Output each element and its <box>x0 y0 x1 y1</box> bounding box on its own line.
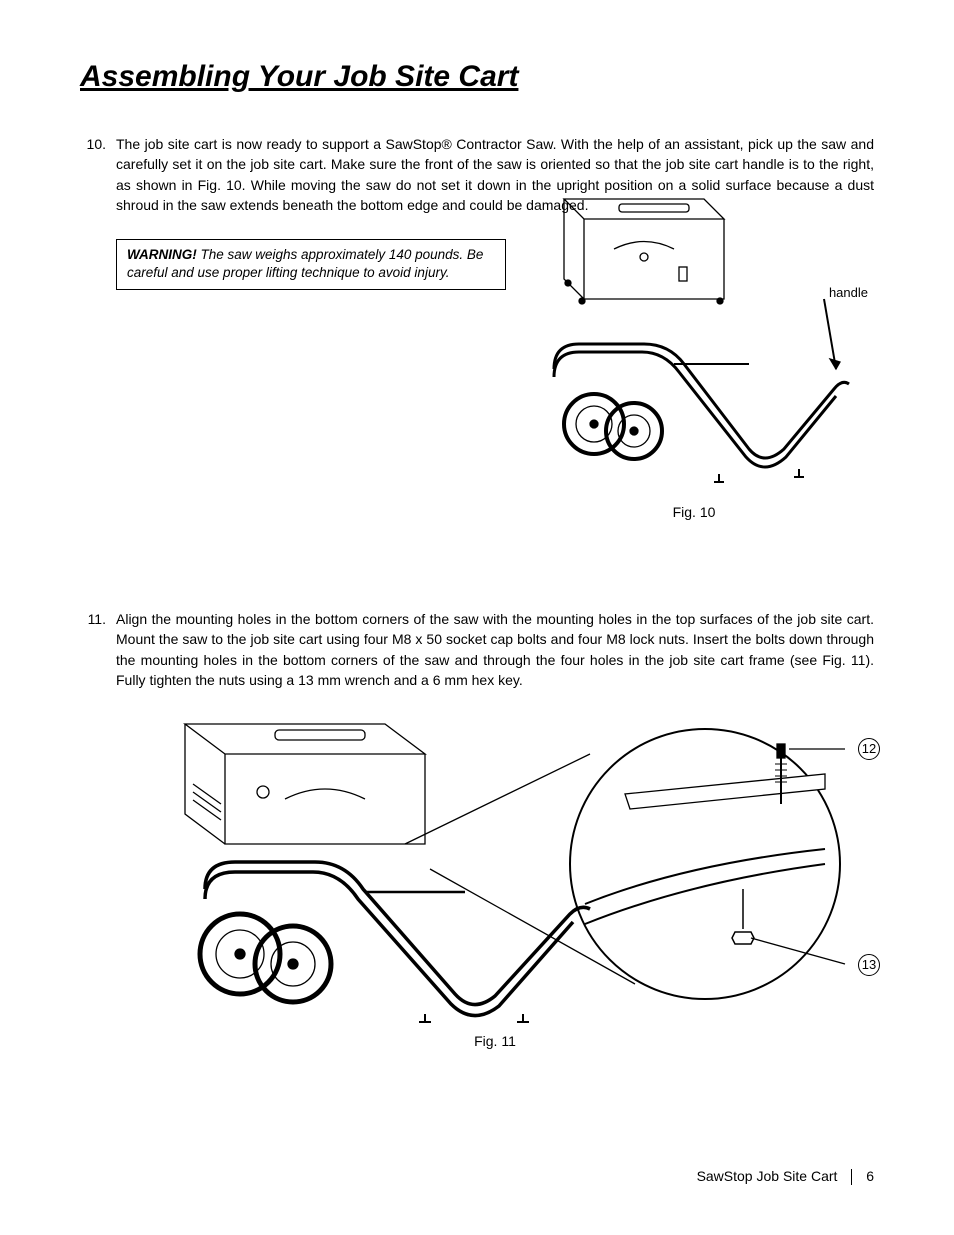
step-text: Align the mounting holes in the bottom c… <box>116 609 874 690</box>
page-title: Assembling Your Job Site Cart <box>80 60 874 94</box>
callout-13: 13 <box>858 954 880 976</box>
handle-label: handle <box>829 285 868 300</box>
figure-10-row: WARNING! The saw weighs approximately 14… <box>80 239 874 579</box>
figure-11-diagram <box>125 714 865 1024</box>
callout-12: 12 <box>858 738 880 760</box>
warning-box: WARNING! The saw weighs approximately 14… <box>116 239 506 289</box>
figure-11-caption: Fig. 11 <box>116 1033 874 1049</box>
warning-label: WARNING! <box>127 247 197 262</box>
footer-product: SawStop Job Site Cart <box>697 1168 838 1184</box>
figure-10-caption: Fig. 10 <box>514 504 874 520</box>
footer-separator <box>851 1169 852 1185</box>
figure-10-diagram <box>524 189 864 489</box>
figure-10: handle <box>514 189 874 520</box>
step-11: 11. Align the mounting holes in the bott… <box>80 609 874 690</box>
figure-11: 12 13 Fig. 11 <box>116 714 874 1054</box>
page-footer: SawStop Job Site Cart 6 <box>697 1168 874 1185</box>
step-number: 11. <box>80 609 116 690</box>
footer-page-number: 6 <box>866 1168 874 1184</box>
step-number: 10. <box>80 134 116 215</box>
